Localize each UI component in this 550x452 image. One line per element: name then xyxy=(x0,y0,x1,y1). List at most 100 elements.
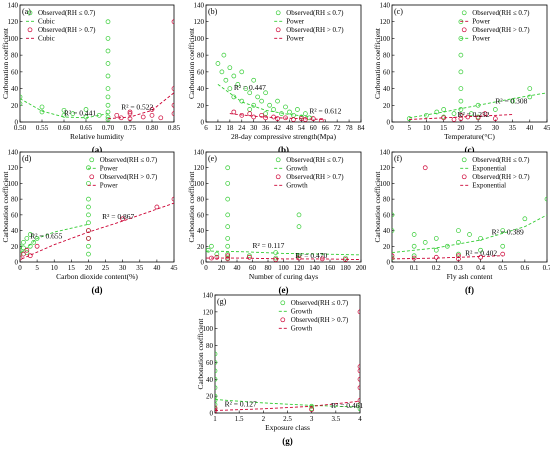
y-tick-label: 20 xyxy=(383,243,391,251)
x-tick-label: 36 xyxy=(262,124,270,132)
data-point xyxy=(500,228,506,233)
data-point xyxy=(206,247,211,253)
legend-entry: Observed(RH ≤ 0.7) xyxy=(286,9,344,17)
x-tick-label: 0.50 xyxy=(14,124,27,132)
y-tick-label: 120 xyxy=(8,164,19,172)
data-point xyxy=(475,115,481,121)
data-point xyxy=(251,114,257,120)
legend-entry: Observed(RH > 0.7) xyxy=(472,26,530,34)
data-point xyxy=(406,116,412,122)
r-squared-label: R² = 0.522 xyxy=(121,102,153,111)
x-tick-label: 40 xyxy=(526,124,534,132)
data-point xyxy=(70,111,76,116)
panel-caption: (d) xyxy=(92,285,103,295)
x-tick-label: 0.5 xyxy=(498,264,507,272)
data-point xyxy=(140,114,146,120)
x-tick-label: 0.2 xyxy=(432,264,441,272)
data-point xyxy=(231,94,237,100)
x-tick-label: 0.4 xyxy=(476,264,485,272)
legend-entry: Observed(RH ≤ 0.7) xyxy=(100,156,158,164)
legend-entry: Power xyxy=(100,165,119,173)
legend-entry: Power xyxy=(100,182,119,190)
x-tick-label: 3.5 xyxy=(331,415,340,423)
x-tick-label: 100 xyxy=(278,264,289,272)
data-point xyxy=(39,104,45,110)
data-point xyxy=(105,117,111,122)
panel-caption: (g) xyxy=(282,436,293,446)
x-tick-label: 25 xyxy=(475,124,483,132)
y-tick-label: 20 xyxy=(11,102,19,110)
x-tick-label: 6 xyxy=(204,124,208,132)
y-axis-label: Carbonation coefficient xyxy=(187,27,196,99)
data-point xyxy=(21,240,26,245)
data-point xyxy=(411,243,417,249)
plot-area xyxy=(392,165,547,262)
data-point xyxy=(259,98,264,104)
data-point xyxy=(225,181,231,186)
data-point xyxy=(456,228,461,233)
data-point xyxy=(86,165,91,171)
y-tick-label: 80 xyxy=(206,342,214,350)
data-point xyxy=(105,94,111,100)
data-point xyxy=(458,86,464,91)
x-tick-label: 20 xyxy=(85,264,93,272)
panel-caption: (f) xyxy=(465,285,474,295)
data-point xyxy=(61,112,67,118)
y-tick-label: 100 xyxy=(194,35,205,43)
data-point xyxy=(149,107,155,112)
y-tick-label: 80 xyxy=(197,196,205,204)
data-point xyxy=(214,251,220,257)
data-point xyxy=(215,385,218,391)
y-tick-label: 60 xyxy=(11,68,19,76)
x-tick-label: 20 xyxy=(218,264,226,272)
panel-tag: (b) xyxy=(208,7,218,16)
y-tick-label: 100 xyxy=(194,180,205,188)
x-tick-label: 30 xyxy=(250,124,258,132)
r-squared-label: R² = 0.232 xyxy=(457,110,489,119)
data-point xyxy=(309,403,315,409)
y-tick-label: 120 xyxy=(194,164,205,172)
data-point xyxy=(225,224,231,229)
data-point xyxy=(357,398,360,403)
data-point xyxy=(522,216,528,222)
x-tick-label: 30 xyxy=(492,124,500,132)
fit-line xyxy=(409,92,547,119)
data-point xyxy=(357,364,360,369)
data-point xyxy=(86,243,91,249)
data-point xyxy=(357,376,360,382)
data-point xyxy=(500,243,506,249)
data-point xyxy=(225,243,231,249)
data-point xyxy=(319,256,325,262)
data-point xyxy=(83,107,89,112)
data-point xyxy=(544,196,547,202)
x-tick-label: 10 xyxy=(51,264,59,272)
x-tick-label: 4 xyxy=(358,415,362,423)
y-tick-label: 120 xyxy=(203,308,214,316)
x-tick-label: 15 xyxy=(440,124,448,132)
x-tick-label: 0.1 xyxy=(410,264,419,272)
data-point xyxy=(239,98,245,104)
y-axis-label: Carbonation coefficient xyxy=(196,318,205,390)
y-tick-label: 140 xyxy=(380,149,391,157)
r-squared-label: R² = 0.389 xyxy=(492,228,524,237)
data-point xyxy=(20,101,23,106)
fit-line xyxy=(392,255,503,260)
y-axis-label: Carbonation coefficient xyxy=(373,171,382,243)
legend-marker xyxy=(275,10,281,16)
data-point xyxy=(492,116,498,122)
y-tick-label: 140 xyxy=(8,149,19,157)
panel-caption: (b) xyxy=(278,145,289,155)
y-tick-label: 140 xyxy=(194,149,205,157)
y-tick-label: 80 xyxy=(197,52,205,60)
data-point xyxy=(225,196,231,202)
r-squared-label: R² = 0.441 xyxy=(64,108,96,117)
legend-entry: Power xyxy=(286,18,305,26)
data-point xyxy=(34,236,40,241)
data-point xyxy=(209,243,214,249)
data-point xyxy=(527,86,533,91)
y-tick-label: 80 xyxy=(383,196,391,204)
data-point xyxy=(105,102,111,108)
y-tick-label: 40 xyxy=(197,227,205,235)
legend-entry: Observed(RH > 0.7) xyxy=(291,316,349,324)
plot-area xyxy=(406,19,547,122)
